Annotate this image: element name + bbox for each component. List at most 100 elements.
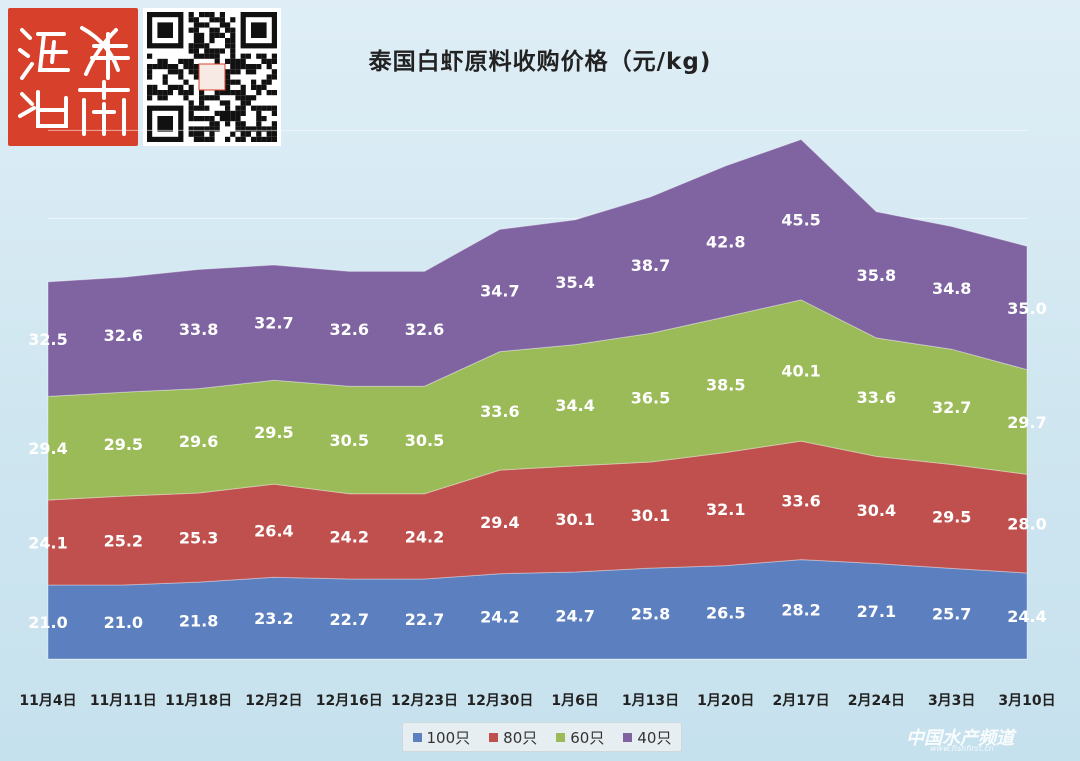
qr-module: [261, 84, 267, 90]
qr-module: [235, 69, 241, 75]
qr-module: [245, 126, 251, 132]
area-series-40: [47, 138, 1028, 397]
qr-module: [219, 110, 225, 116]
data-label-100: 22.7: [329, 610, 368, 629]
qr-module: [178, 74, 184, 80]
qr-module: [271, 136, 277, 142]
qr-module: [219, 100, 225, 106]
qr-module: [230, 17, 236, 23]
qr-module: [266, 105, 272, 111]
qr-module: [209, 12, 215, 18]
qr-module: [225, 84, 231, 90]
qr-module: [261, 105, 267, 111]
data-label-100: 25.7: [932, 605, 971, 624]
qr-module: [225, 58, 231, 64]
data-label-40: 45.5: [781, 211, 820, 230]
qr-module: [204, 116, 210, 122]
qr-module: [193, 116, 199, 122]
qr-module: [199, 32, 205, 38]
qr-module: [209, 95, 215, 101]
qr-module: [225, 22, 231, 28]
data-label-40: 32.6: [329, 320, 368, 339]
qr-module: [199, 38, 205, 44]
qr-module: [162, 58, 168, 64]
data-label-40: 35.8: [857, 266, 896, 285]
x-tick-label: 3月3日: [928, 693, 975, 709]
qr-module: [230, 110, 236, 116]
qr-module: [167, 64, 173, 70]
qr-module: [209, 131, 215, 137]
qr-module: [261, 58, 267, 64]
qr-module: [240, 95, 246, 101]
qr-module: [240, 53, 246, 59]
qr-module: [240, 136, 246, 142]
qr-module: [214, 58, 220, 64]
x-tick-label: 11月4日: [19, 693, 76, 709]
qr-module: [271, 74, 277, 80]
data-label-80: 30.1: [631, 506, 670, 525]
data-label-60: 29.4: [28, 439, 67, 458]
legend-label-80: 80只: [503, 728, 538, 747]
qr-module: [193, 69, 199, 75]
qr-module: [225, 110, 231, 116]
qr-module: [152, 90, 158, 96]
qr-module: [245, 95, 251, 101]
qr-module: [240, 90, 246, 96]
qr-module: [183, 64, 189, 70]
qr-module: [240, 58, 246, 64]
data-label-60: 38.5: [706, 376, 745, 395]
qr-module: [173, 84, 179, 90]
qr-module: [230, 58, 236, 64]
qr-module: [167, 84, 173, 90]
data-label-100: 25.8: [631, 605, 670, 624]
legend-label-60: 60只: [570, 728, 605, 747]
data-label-100: 21.0: [104, 613, 143, 632]
qr-module: [147, 53, 153, 59]
qr-module: [256, 126, 262, 132]
qr-module: [230, 43, 236, 49]
qr-module: [199, 116, 205, 122]
qr-module: [261, 126, 267, 132]
qr-module: [235, 90, 241, 96]
data-label-80: 29.5: [932, 507, 971, 526]
watermark-url: www.fishfirst.cn: [930, 744, 994, 753]
qr-module: [209, 53, 215, 59]
qr-module: [188, 126, 194, 132]
qr-module: [188, 43, 194, 49]
qr-module: [147, 64, 153, 70]
data-label-60: 36.5: [631, 389, 670, 408]
data-label-80: 24.2: [329, 527, 368, 546]
legend-item-60: 60只: [556, 727, 604, 748]
x-tick-label: 1月20日: [697, 693, 754, 709]
data-label-100: 28.2: [781, 600, 820, 619]
qr-module: [225, 105, 231, 111]
qr-module: [271, 121, 277, 127]
qr-module: [235, 64, 241, 70]
qr-module: [235, 79, 241, 85]
x-tick-label: 12月2日: [245, 693, 302, 709]
qr-module: [256, 105, 262, 111]
qr-module: [225, 90, 231, 96]
qr-module: [193, 27, 199, 33]
qr-module: [188, 84, 194, 90]
qr-module: [188, 58, 194, 64]
x-tick-label: 12月16日: [316, 693, 383, 709]
data-label-100: 27.1: [857, 602, 896, 621]
data-label-100: 23.2: [254, 609, 293, 628]
data-label-40: 42.8: [706, 232, 745, 251]
data-label-80: 24.2: [405, 527, 444, 546]
qr-module: [188, 110, 194, 116]
qr-module: [245, 69, 251, 75]
qr-module: [199, 100, 205, 106]
qr-module: [209, 116, 215, 122]
data-label-100: 24.4: [1007, 607, 1046, 626]
qr-module: [147, 95, 153, 101]
data-label-40: 32.6: [104, 326, 143, 345]
qr-module: [240, 121, 246, 127]
qr-module: [240, 131, 246, 137]
qr-module: [230, 32, 236, 38]
qr-module: [240, 84, 246, 90]
chart-legend: 100只 80只 60只 40只: [402, 722, 682, 752]
qr-module: [214, 95, 220, 101]
